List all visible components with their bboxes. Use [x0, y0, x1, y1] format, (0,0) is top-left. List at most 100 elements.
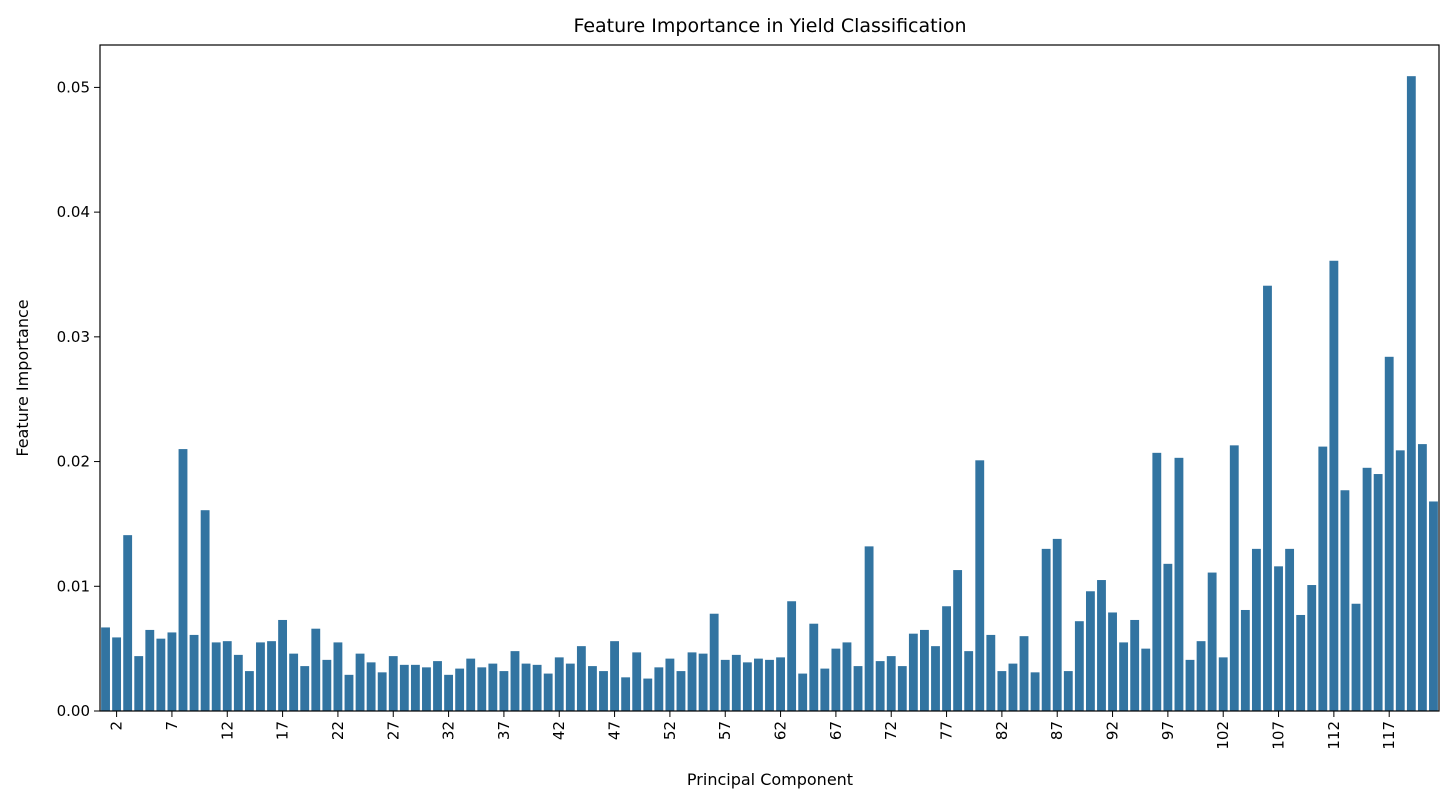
x-tick-label: 107 — [1270, 721, 1288, 750]
x-axis: 2 7 12 17 22 27 32 37 42 47 52 57 62 67 72 77 82 87 92 97 10… — [108, 711, 1398, 750]
bar-pc-56 — [709, 613, 719, 711]
bar-pc-95 — [1141, 648, 1151, 711]
bar-pc-118 — [1395, 450, 1405, 711]
bar-pc-91 — [1097, 580, 1106, 711]
bar-pc-60 — [754, 658, 763, 711]
bar-pc-119 — [1406, 76, 1416, 712]
bar-pc-31 — [433, 661, 442, 711]
x-tick-label: 117 — [1380, 721, 1398, 750]
bar-pc-53 — [676, 671, 686, 711]
x-tick-label: 37 — [495, 721, 513, 740]
bar-pc-63 — [787, 601, 797, 711]
bar-pc-75 — [920, 629, 929, 711]
bar-pc-38 — [510, 651, 520, 711]
bar-pc-73 — [897, 666, 907, 711]
y-tick-label: 0.03 — [57, 328, 90, 346]
bar-pc-21 — [322, 659, 332, 711]
bar-pc-85 — [1030, 672, 1040, 711]
bar-pc-4 — [134, 656, 144, 711]
bar-pc-51 — [654, 667, 664, 711]
bar-pc-105 — [1251, 548, 1261, 711]
bar-pc-27 — [388, 656, 398, 711]
bar-pc-94 — [1130, 619, 1140, 711]
bar-pc-52 — [665, 658, 675, 711]
bar-pc-20 — [311, 628, 321, 711]
bar-pc-68 — [842, 642, 852, 711]
bar-pc-115 — [1362, 467, 1372, 711]
x-axis-title: Principal Component — [687, 770, 853, 789]
bar-pc-121 — [1429, 501, 1438, 711]
bar-pc-34 — [466, 658, 476, 711]
bar-pc-88 — [1063, 671, 1073, 711]
bar-pc-61 — [765, 659, 774, 711]
bar-pc-9 — [189, 634, 199, 711]
x-tick-label: 62 — [772, 721, 790, 740]
y-tick-label: 0.05 — [57, 78, 90, 96]
plot-frame — [99, 44, 1440, 712]
x-tick-label: 67 — [827, 721, 845, 740]
bar-pc-67 — [831, 648, 841, 711]
bar-pc-87 — [1052, 538, 1062, 711]
bar-pc-84 — [1019, 636, 1029, 711]
bar-pc-106 — [1263, 285, 1272, 711]
bar-pc-30 — [422, 667, 431, 711]
bar-pc-103 — [1229, 445, 1239, 711]
bar-pc-47 — [610, 641, 619, 711]
x-tick-label: 7 — [163, 721, 181, 731]
bar-pc-10 — [200, 510, 210, 711]
x-tick-label: 72 — [882, 721, 900, 740]
bar-pc-99 — [1185, 659, 1195, 711]
bar-pc-54 — [687, 652, 697, 711]
bar-pc-109 — [1296, 614, 1306, 711]
bar-pc-1 — [101, 627, 110, 711]
x-tick-label: 22 — [329, 721, 347, 740]
bar-pc-98 — [1174, 457, 1184, 711]
bar-pc-29 — [410, 664, 420, 711]
x-tick-label: 47 — [606, 721, 624, 740]
bar-pc-82 — [997, 671, 1007, 711]
x-tick-label: 102 — [1214, 721, 1232, 750]
x-tick-label: 52 — [661, 721, 679, 740]
bar-pc-41 — [543, 673, 553, 711]
bar-pc-40 — [532, 664, 542, 711]
bar-pc-120 — [1417, 444, 1427, 711]
bar-pc-58 — [731, 654, 741, 711]
bar-pc-2 — [112, 637, 122, 711]
bar-pc-26 — [377, 672, 387, 711]
y-tick-label: 0.02 — [57, 453, 90, 471]
x-tick-label: 42 — [550, 721, 568, 740]
bar-pc-70 — [864, 546, 874, 711]
bar-pc-89 — [1074, 621, 1084, 711]
bar-pc-43 — [565, 663, 575, 711]
bar-pc-16 — [267, 641, 276, 711]
bar-pc-101 — [1207, 572, 1217, 711]
x-tick-label: 57 — [716, 721, 734, 740]
y-axis: 0.00 0.01 0.02 0.03 0.04 0.05 — [57, 78, 100, 720]
bar-pc-62 — [776, 657, 785, 711]
bar-pc-18 — [289, 653, 299, 711]
bar-pc-113 — [1340, 490, 1350, 711]
bar-pc-39 — [521, 663, 531, 711]
bar-pc-110 — [1307, 585, 1317, 711]
x-tick-label: 27 — [384, 721, 402, 740]
bar-pc-64 — [798, 673, 808, 711]
bar-pc-5 — [145, 629, 155, 711]
bar-pc-44 — [576, 646, 586, 711]
bar-pc-7 — [167, 632, 177, 711]
y-tick-label: 0.00 — [57, 702, 90, 720]
bar-pc-35 — [477, 667, 487, 711]
bar-pc-116 — [1373, 474, 1383, 711]
bar-pc-23 — [344, 674, 354, 711]
bar-pc-22 — [333, 642, 343, 711]
bar-pc-97 — [1163, 563, 1173, 711]
bar-pc-24 — [355, 653, 365, 711]
bar-pc-37 — [499, 671, 509, 711]
bar-pc-93 — [1119, 642, 1129, 711]
x-tick-label: 92 — [1104, 721, 1122, 740]
bar-pc-59 — [742, 662, 752, 711]
bar-pc-71 — [875, 661, 885, 711]
bar-pc-50 — [643, 678, 653, 711]
bar-pc-77 — [942, 606, 951, 711]
bar-pc-86 — [1041, 548, 1051, 711]
bar-pc-76 — [931, 646, 940, 711]
